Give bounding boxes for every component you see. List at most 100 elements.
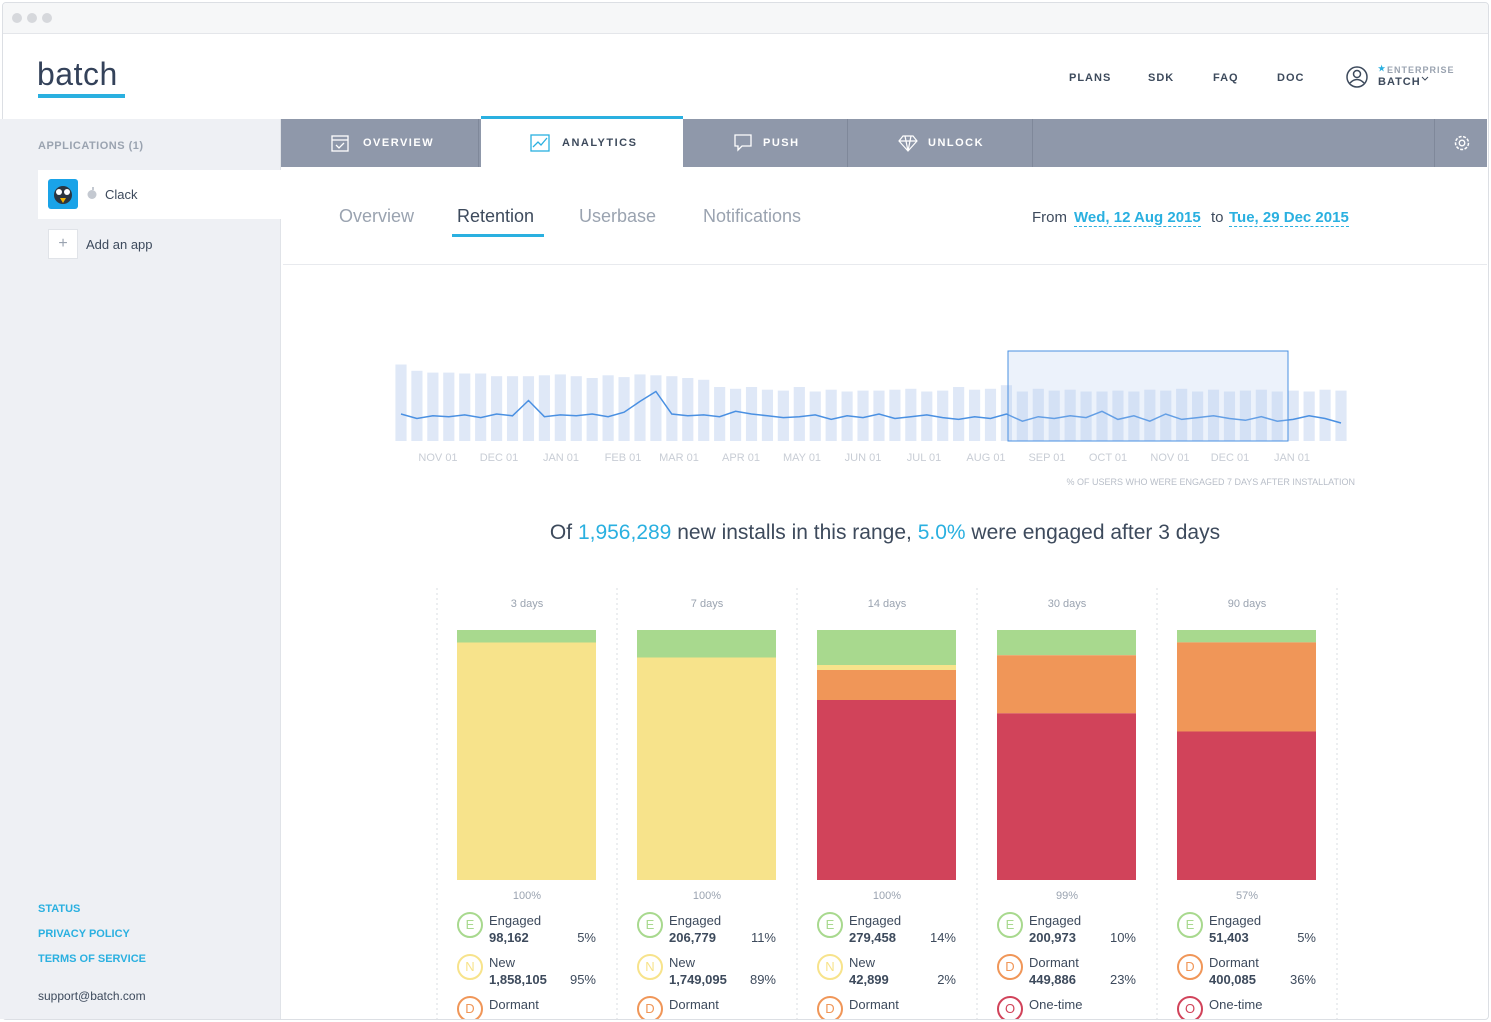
logo[interactable]: batch	[37, 56, 118, 92]
timeline-bar	[937, 390, 949, 441]
timeline-bar	[1144, 389, 1156, 441]
timeline-bar	[921, 391, 933, 441]
timeline-bar	[1032, 388, 1044, 441]
timeline-caption: % OF USERS WHO WERE ENGAGED 7 DAYS AFTER…	[1066, 477, 1355, 487]
retention-segment	[637, 657, 776, 880]
subtab[interactable]: Notifications	[703, 206, 802, 226]
segment-share: 11%	[750, 930, 776, 945]
tab[interactable]: PUSH	[683, 119, 848, 167]
badge: N	[817, 954, 843, 980]
footer-link[interactable]: STATUS	[38, 903, 81, 915]
segment-name: Dormant	[849, 997, 899, 1012]
segment-share: 14%	[929, 930, 956, 945]
segment-count: 1,749,095	[669, 972, 727, 987]
subtab[interactable]: Userbase	[579, 206, 657, 226]
month-label: MAY 01	[783, 452, 821, 464]
retention-segment	[817, 630, 956, 665]
timeline-bar	[602, 375, 614, 441]
segment-name: Engaged	[1209, 913, 1262, 928]
segment-share: 89%	[749, 972, 776, 987]
timeline-bar	[506, 376, 519, 441]
subtab-active[interactable]: Retention	[457, 206, 535, 226]
badge: O	[1177, 996, 1203, 1019]
badge: E	[457, 912, 483, 938]
summary-rate: 5.0%	[917, 521, 966, 544]
segment-share: 5%	[1297, 930, 1316, 945]
nav-link[interactable]: FAQ	[1213, 72, 1239, 84]
retention-segment	[457, 630, 596, 643]
summary-text: new installs in this range,	[677, 521, 912, 544]
timeline-bar	[873, 390, 885, 441]
month-label: DEC 01	[480, 452, 519, 464]
segment-count: 98,162	[489, 930, 529, 945]
retention-segment	[637, 630, 776, 658]
column-label: 3 days	[510, 598, 544, 610]
divider	[283, 264, 1487, 265]
timeline-bar	[459, 373, 471, 441]
segment-name: Engaged	[849, 913, 902, 928]
segment-name: Dormant	[1029, 955, 1079, 970]
segment-count: 42,899	[849, 972, 889, 987]
account-name[interactable]: BATCH	[1378, 76, 1421, 88]
subtab[interactable]: Overview	[339, 206, 415, 226]
app-name[interactable]: Clack	[105, 187, 138, 202]
footer-link[interactable]: TERMS OF SERVICE	[38, 953, 146, 965]
tab-bar: OVERVIEW ANALYTICS PUSH UNLOCK	[281, 116, 1487, 167]
month-label: SEP 01	[1028, 452, 1065, 464]
retention-segment	[997, 630, 1136, 656]
settings-button[interactable]	[1434, 119, 1487, 167]
timeline-bar	[793, 387, 805, 441]
app-row[interactable]	[38, 170, 283, 219]
logo-underline	[38, 94, 125, 98]
retention-segment	[817, 700, 956, 880]
nav-link[interactable]: DOC	[1277, 72, 1305, 84]
segment-share: 23%	[1109, 972, 1136, 987]
add-app[interactable]: Add an app	[86, 237, 153, 252]
tab[interactable]: UNLOCK	[848, 119, 1033, 167]
nav-link[interactable]: PLANS	[1069, 72, 1112, 84]
timeline-bar	[730, 388, 742, 441]
selection	[1007, 350, 1289, 442]
timeline-bar	[857, 390, 869, 441]
chevron	[1421, 76, 1429, 81]
account-icon[interactable]	[1345, 65, 1369, 89]
segment-name: New	[489, 955, 516, 970]
segment-count: 206,779	[669, 930, 716, 945]
range-end[interactable]: Tue, 29 Dec 2015	[1229, 209, 1349, 227]
support-email[interactable]: support@batch.com	[38, 989, 146, 1003]
timeline-bar	[522, 376, 535, 441]
sidebar	[0, 119, 281, 1019]
month-label: NOV 01	[1150, 452, 1189, 464]
add-icon[interactable]: +	[48, 229, 78, 259]
timeline-bar	[634, 374, 646, 441]
footer-link[interactable]: PRIVACY POLICY	[38, 928, 130, 940]
timeline-bar	[714, 387, 726, 441]
timeline-bar	[411, 370, 423, 441]
month-label: JUN 01	[845, 452, 882, 464]
segment-share: 95%	[569, 972, 596, 987]
timeline-bar	[650, 375, 662, 441]
app-icon	[48, 179, 78, 209]
retention-segment	[1177, 642, 1316, 732]
month-label: APR 01	[722, 452, 760, 464]
tab-active[interactable]: ANALYTICS	[481, 116, 683, 167]
segment-count: 400,085	[1209, 972, 1256, 987]
segment-name: Dormant	[489, 997, 539, 1012]
window-dot	[27, 13, 37, 23]
timeline-bar	[1176, 388, 1188, 441]
timeline-bar	[538, 375, 550, 441]
badge: O	[997, 996, 1023, 1019]
nav-link[interactable]: SDK	[1148, 72, 1175, 84]
range-from: From	[1032, 209, 1067, 226]
timeline-bar	[443, 372, 455, 441]
retention-segment	[1177, 630, 1316, 643]
retention-segment	[997, 655, 1136, 714]
timeline-bar	[570, 376, 582, 441]
range-start[interactable]: Wed, 12 Aug 2015	[1074, 209, 1201, 227]
tab[interactable]: OVERVIEW	[281, 119, 479, 167]
timeline-bar	[475, 373, 487, 441]
timeline-bar	[1255, 389, 1267, 441]
